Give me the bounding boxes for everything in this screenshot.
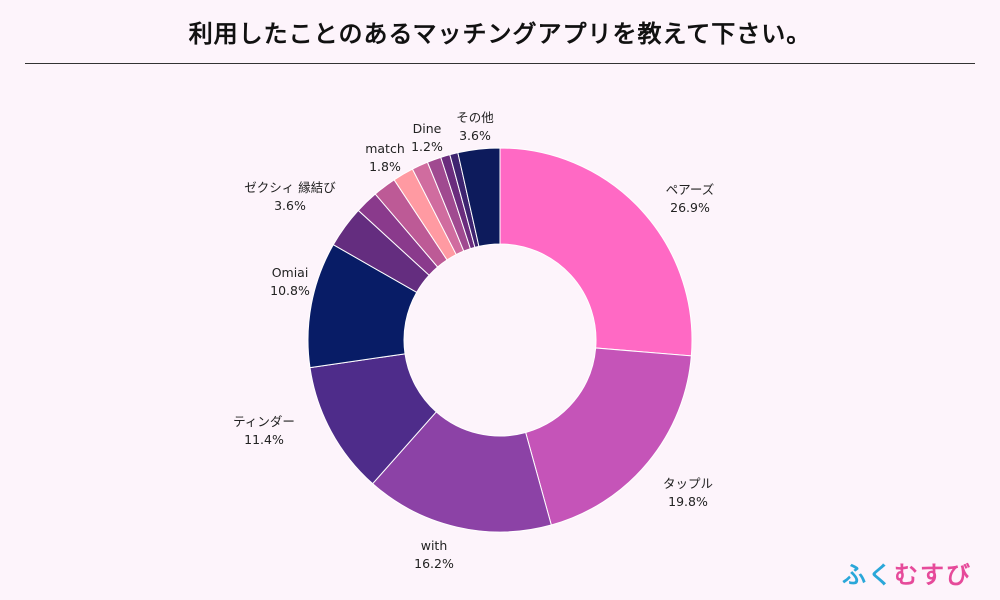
slice-name-label: ティンダー bbox=[233, 414, 295, 429]
slice-value-label: 16.2% bbox=[414, 556, 454, 571]
slice-value-label: 11.4% bbox=[244, 432, 284, 447]
slice-value-label: 26.9% bbox=[670, 200, 710, 215]
slice-value-label: 1.8% bbox=[369, 159, 401, 174]
brand-logo-char: ふ bbox=[842, 561, 868, 589]
slice-value-label: 3.6% bbox=[459, 128, 491, 143]
brand-logo-char: す bbox=[920, 561, 946, 589]
brand-logo: ふくむすび bbox=[842, 555, 972, 590]
donut-slice-13 bbox=[457, 147, 501, 247]
slice-name-label: Omiai bbox=[272, 265, 309, 280]
brand-logo-char: む bbox=[894, 561, 920, 589]
brand-logo-char: く bbox=[868, 561, 894, 589]
slice-value-label: 1.2% bbox=[411, 139, 443, 154]
slice-name-label: match bbox=[365, 141, 405, 156]
donut-slice-2 bbox=[371, 411, 552, 533]
slice-value-label: 19.8% bbox=[668, 494, 708, 509]
donut-hole bbox=[404, 244, 596, 436]
brand-logo-char: び bbox=[946, 561, 972, 589]
slice-value-label: 10.8% bbox=[270, 283, 310, 298]
title-divider bbox=[25, 63, 975, 64]
chart-title: 利用したことのあるマッチングアプリを教えて下さい。 bbox=[188, 20, 812, 48]
slice-name-label: その他 bbox=[456, 110, 494, 125]
slice-value-label: 3.6% bbox=[274, 198, 306, 213]
slice-name-label: ペアーズ bbox=[666, 182, 715, 197]
slice-name-label: ゼクシィ 縁結び bbox=[244, 180, 336, 195]
slice-name-label: Dine bbox=[413, 121, 442, 136]
donut-slice-1 bbox=[525, 347, 692, 526]
slice-name-label: タップル bbox=[663, 476, 713, 491]
slice-name-label: with bbox=[421, 538, 448, 553]
donut-slice-0 bbox=[499, 147, 693, 357]
